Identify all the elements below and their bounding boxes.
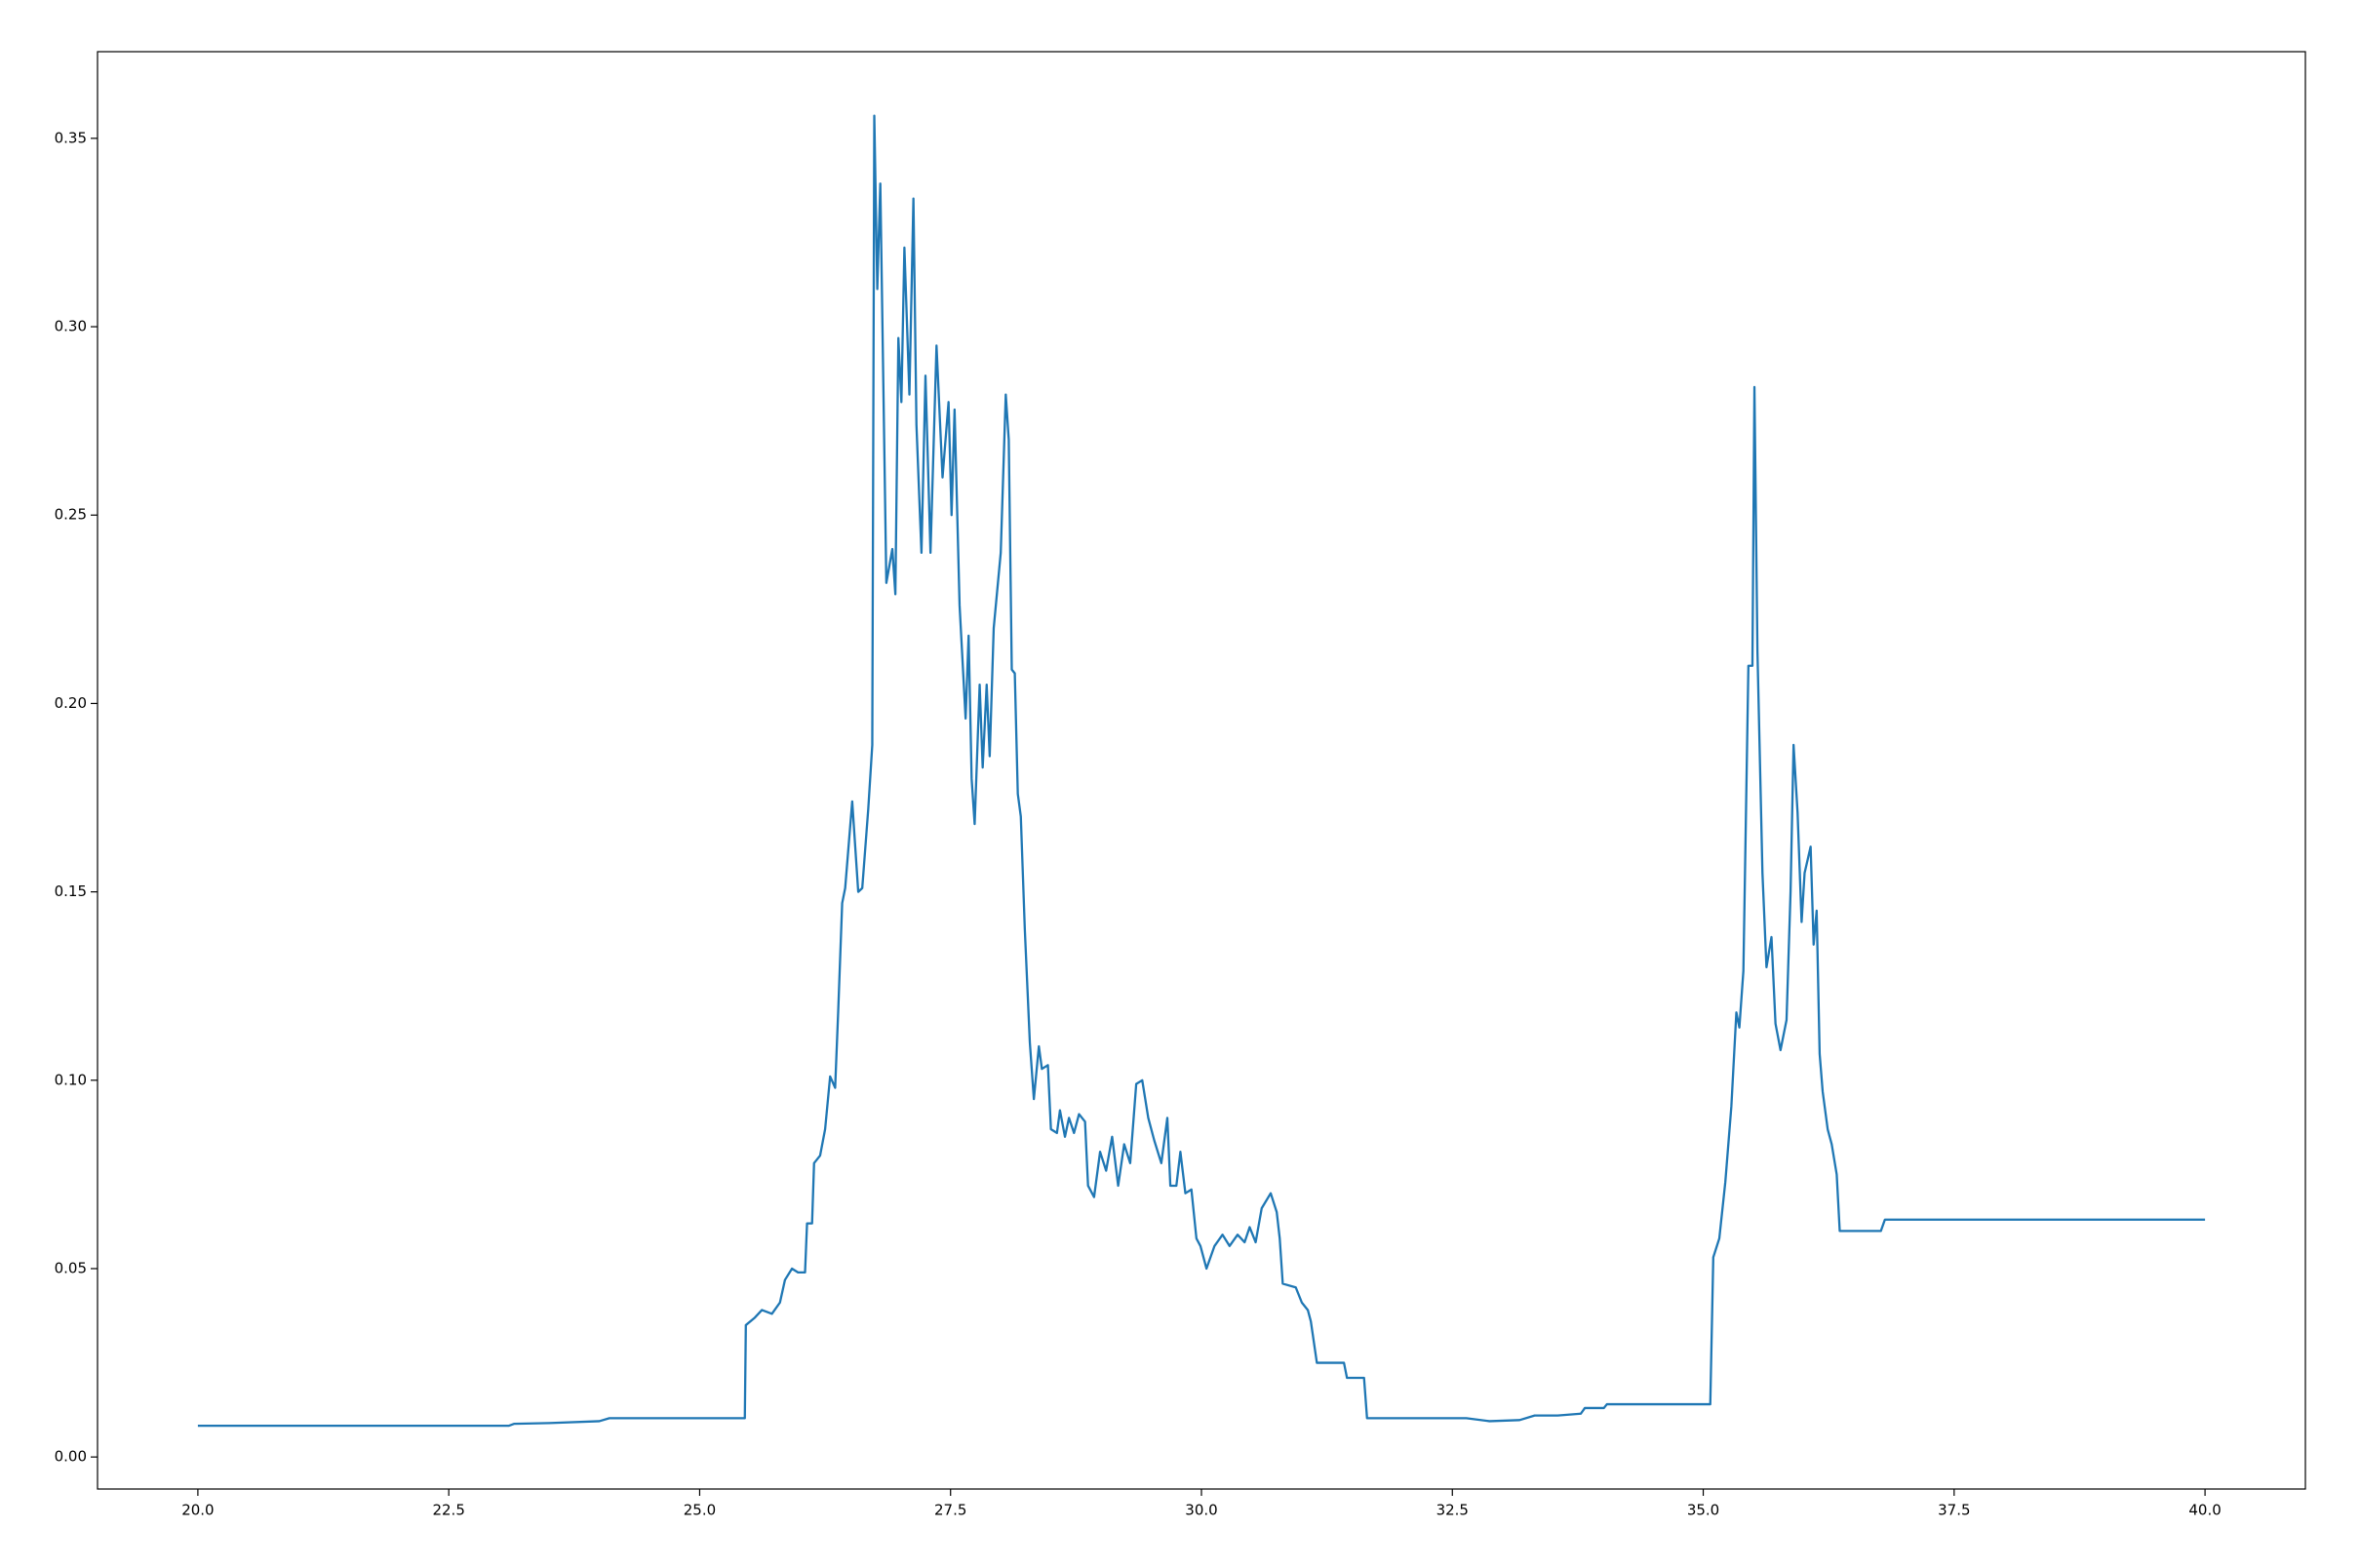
y-tick-label: 0.30 xyxy=(55,318,87,335)
y-tick-label: 0.20 xyxy=(55,694,87,712)
x-tick-label: 32.5 xyxy=(1436,1502,1469,1519)
x-tick-label: 27.5 xyxy=(934,1502,966,1519)
y-tick-label: 0.10 xyxy=(55,1071,87,1088)
x-tick-label: 40.0 xyxy=(2188,1502,2221,1519)
x-tick-label: 30.0 xyxy=(1185,1502,1217,1519)
y-tick-label: 0.35 xyxy=(55,129,87,146)
x-tick-label: 25.0 xyxy=(684,1502,716,1519)
y-tick-label: 0.05 xyxy=(55,1259,87,1276)
y-tick-label: 0.00 xyxy=(55,1448,87,1466)
x-tick-label: 20.0 xyxy=(181,1502,214,1519)
x-tick-label: 22.5 xyxy=(432,1502,464,1519)
y-tick-label: 0.15 xyxy=(55,882,87,900)
y-tick-label: 0.25 xyxy=(55,506,87,524)
data-line xyxy=(197,114,2206,1428)
x-tick-label: 37.5 xyxy=(1938,1502,1970,1519)
plot-frame xyxy=(97,51,2306,1490)
x-tick-label: 35.0 xyxy=(1687,1502,1719,1519)
